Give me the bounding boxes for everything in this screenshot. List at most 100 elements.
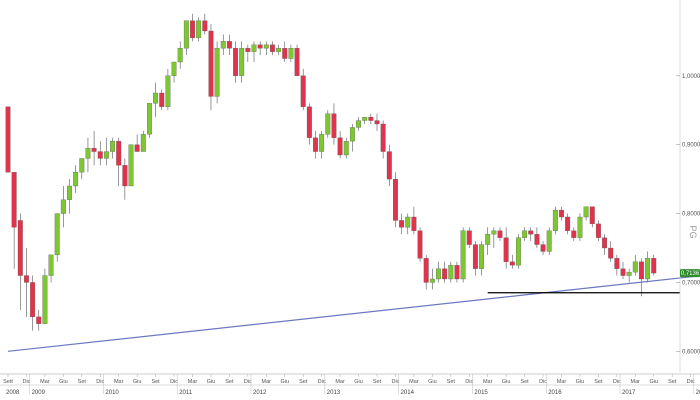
candle-body <box>540 244 546 252</box>
candle <box>337 130 343 159</box>
candle-body <box>48 254 54 276</box>
candle <box>485 227 491 255</box>
candle <box>73 165 79 193</box>
x-month-label: Giu <box>280 379 289 385</box>
x-month-label: Set <box>78 379 87 385</box>
candle <box>263 41 269 56</box>
candle <box>472 241 478 276</box>
candle <box>577 213 583 242</box>
x-month-label: Giu <box>133 379 142 385</box>
candle-body <box>313 137 318 152</box>
candle <box>331 103 337 145</box>
candle <box>269 41 275 56</box>
candle <box>220 34 226 56</box>
candle-body <box>67 185 72 200</box>
candle-body <box>472 244 478 269</box>
candle-body <box>485 234 491 245</box>
candle-body <box>577 216 583 238</box>
candle <box>159 89 165 111</box>
x-year-label: 2015 <box>474 390 488 396</box>
candle <box>411 206 417 235</box>
candle <box>503 227 509 269</box>
x-month-label: Dic <box>22 379 30 385</box>
x-month-label: Giu <box>576 379 585 385</box>
candle-body <box>103 151 109 159</box>
candle-body <box>282 48 288 59</box>
x-month-label: Set <box>299 379 308 385</box>
candle-body <box>620 268 626 276</box>
x-month-label: Set <box>151 379 160 385</box>
candle <box>374 113 380 131</box>
candle <box>30 275 36 331</box>
candle-body <box>602 237 607 249</box>
candle <box>79 158 85 180</box>
time-axis: Sett Dic Mar Giu Set Dic Mar Giu Set Dic Mar Giu Set… <box>3 374 700 396</box>
candle <box>5 106 11 173</box>
candle-body <box>522 230 528 238</box>
y-tick-label: 0,9000 <box>682 143 700 149</box>
candle <box>479 241 484 276</box>
candle-body <box>214 48 220 97</box>
candle-body <box>294 48 300 76</box>
x-year-label: 2012 <box>253 390 267 396</box>
candle <box>214 41 220 104</box>
candle-body <box>368 116 374 121</box>
candle-body <box>534 234 540 245</box>
candle <box>386 144 392 186</box>
candle <box>602 234 607 255</box>
candle <box>614 254 620 276</box>
candle <box>516 234 521 269</box>
candle-body <box>226 41 232 49</box>
candle <box>362 116 368 124</box>
candle-body <box>497 230 503 238</box>
candle-body <box>362 116 368 121</box>
candle-body <box>546 230 552 252</box>
candle <box>509 254 515 269</box>
candle <box>356 117 361 131</box>
candle-body <box>466 230 472 245</box>
candles-layer <box>5 13 657 331</box>
candle-body <box>509 261 515 266</box>
x-month-label: Dic <box>687 379 695 385</box>
candle-body <box>5 106 11 173</box>
x-month-label: Giu <box>207 379 216 385</box>
candle <box>368 113 374 124</box>
candle <box>319 130 325 159</box>
candle <box>565 213 571 235</box>
candle <box>140 130 146 152</box>
candle-body <box>85 147 91 159</box>
candle-body <box>399 220 405 228</box>
candle <box>632 254 638 276</box>
candle-body <box>595 223 601 238</box>
x-year-label: 2009 <box>32 390 46 396</box>
y-tick-label: 0,8000 <box>682 212 700 218</box>
x-month-label: Set <box>520 379 529 385</box>
candle <box>392 172 398 228</box>
candle-body <box>516 237 521 266</box>
candle <box>399 213 405 235</box>
rising-trendline <box>7 275 700 352</box>
candle <box>429 268 435 290</box>
candle-body <box>503 237 509 262</box>
x-year-label: 2018 <box>696 390 700 396</box>
x-month-label: Dic <box>391 379 399 385</box>
candle <box>60 186 66 228</box>
x-year-label: 2014 <box>401 390 415 396</box>
candle <box>85 137 91 173</box>
candle-body <box>276 48 282 52</box>
candle-body <box>639 261 644 280</box>
x-month-label: Set <box>225 379 234 385</box>
candle-body <box>356 120 361 128</box>
candle-body <box>454 265 460 280</box>
x-month-label: Mar <box>483 379 493 385</box>
candle <box>589 206 595 228</box>
candle <box>134 134 140 152</box>
candle-body <box>479 244 484 269</box>
candle-body <box>608 247 614 259</box>
candle-body <box>632 261 638 273</box>
x-year-label: 2017 <box>622 390 636 396</box>
candle <box>153 82 159 118</box>
price-axis: 0,6000 0,7000 0,8000 0,9000 1,0000 <box>676 74 700 355</box>
candle-body <box>528 230 534 235</box>
